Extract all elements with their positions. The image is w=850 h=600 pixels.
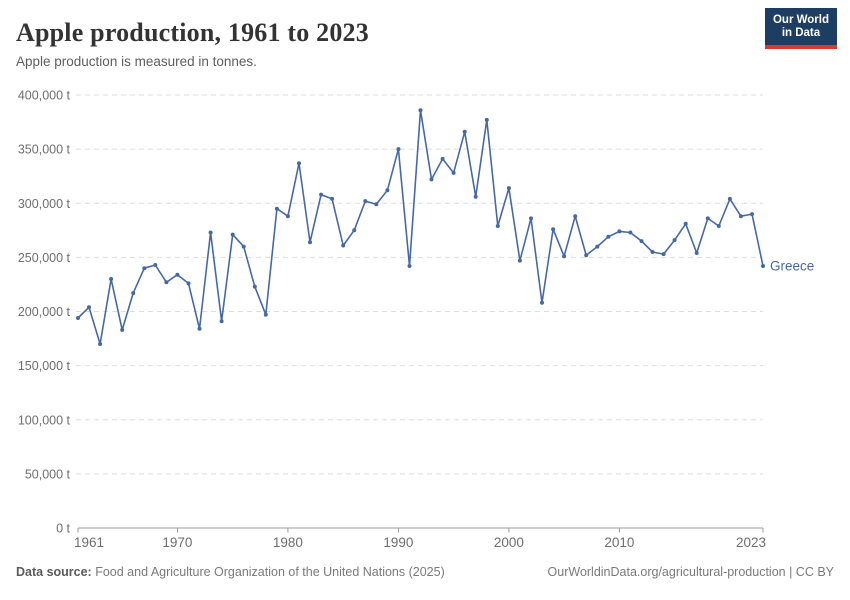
y-axis-tick-label: 350,000 t [18,143,71,157]
data-point[interactable] [164,280,169,285]
data-point[interactable] [98,342,103,346]
data-point[interactable] [484,117,489,122]
data-point[interactable] [440,156,445,161]
data-point[interactable] [219,319,224,324]
data-point[interactable] [606,234,611,239]
data-point[interactable] [418,108,423,113]
chart-subtitle: Apple production is measured in tonnes. [16,54,257,69]
data-point[interactable] [131,291,136,296]
chart-title: Apple production, 1961 to 2023 [16,18,369,47]
series-line-greece[interactable] [77,109,764,345]
data-point[interactable] [186,281,191,286]
data-point[interactable] [451,170,456,175]
data-point[interactable] [473,194,478,199]
data-point[interactable] [241,244,246,249]
footer-source: Data source: Food and Agriculture Organi… [16,565,445,579]
data-point[interactable] [407,264,412,268]
data-point[interactable] [330,196,335,201]
data-point[interactable] [363,199,368,204]
x-axis-tick-label: 1980 [273,535,303,550]
data-point[interactable] [341,243,346,248]
data-point[interactable] [274,206,279,211]
data-point[interactable] [595,244,600,249]
data-point[interactable] [562,254,567,259]
footer-source-label: Data source: [16,565,92,579]
data-point[interactable] [120,327,125,332]
x-axis-tick-label: 1970 [162,535,192,550]
data-point[interactable] [252,284,257,289]
data-point[interactable] [617,229,622,234]
y-axis-tick-label: 50,000 t [25,467,71,481]
data-point[interactable] [208,230,213,235]
data-point[interactable] [462,129,467,134]
y-axis-tick-label: 400,000 t [18,89,71,103]
data-point[interactable] [672,238,677,243]
data-point[interactable] [109,277,114,281]
data-point[interactable] [285,214,290,219]
owid-logo-line1: Our World [772,14,829,26]
data-point[interactable] [650,250,655,254]
y-axis-tick-label: 250,000 t [18,251,71,265]
data-point[interactable] [639,239,644,244]
x-axis-tick-label: 1990 [383,535,413,550]
data-point[interactable] [429,177,434,182]
data-point[interactable] [506,186,511,191]
data-point[interactable] [263,312,268,317]
plot-area: 0 t 50,000 t 100,000 t 150,000 t 200,000 t 25… [0,80,850,551]
y-axis-tick-label: 150,000 t [18,359,71,373]
y-axis-tick-label: 0 t [56,522,70,536]
x-axis-tick-label: 2000 [494,535,524,550]
data-point[interactable] [517,258,522,263]
data-point[interactable] [308,240,312,245]
chart-canvas: 0 t 50,000 t 100,000 t 150,000 t 200,000 t 25… [18,89,814,551]
chart-footer: Data source: Food and Agriculture Organi… [0,565,850,579]
data-point[interactable] [683,221,688,226]
data-point[interactable] [661,252,666,257]
data-point[interactable] [230,232,235,237]
series-label-greece[interactable]: Greece [770,259,814,274]
data-point[interactable] [197,326,202,331]
data-point[interactable] [319,192,324,197]
data-point[interactable] [153,263,158,267]
footer-source-text: Food and Agriculture Organization of the… [95,565,445,579]
x-axis-tick-label: 2010 [604,535,634,550]
data-point[interactable] [584,253,589,258]
data-point[interactable] [175,272,180,277]
data-point[interactable] [87,305,91,310]
y-axis-tick-label: 200,000 t [18,305,71,319]
data-point[interactable] [495,224,500,228]
data-point[interactable] [573,214,578,219]
footer-attribution[interactable]: OurWorldinData.org/agricultural-producti… [547,565,834,579]
y-axis-tick-label: 100,000 t [18,413,71,427]
owid-logo: Our World in Data [764,8,837,49]
data-point[interactable] [694,251,699,255]
x-axis-tick-label: 1961 [74,535,104,550]
x-axis-tick-label: 2023 [736,535,766,550]
data-point[interactable] [76,316,80,320]
data-point[interactable] [551,227,556,232]
owid-logo-line2: in Data [781,27,821,39]
data-point[interactable] [727,196,732,201]
data-point[interactable] [716,224,721,228]
data-point[interactable] [374,202,379,207]
data-point[interactable] [396,147,401,152]
data-point[interactable] [761,264,765,268]
data-point[interactable] [738,214,743,219]
data-point[interactable] [540,300,544,305]
data-point[interactable] [705,216,710,221]
data-point[interactable] [750,212,754,217]
data-point[interactable] [142,266,147,271]
data-point[interactable] [352,228,357,233]
y-axis-tick-label: 300,000 t [18,197,71,211]
data-point[interactable] [297,161,301,166]
data-point[interactable] [529,216,533,221]
data-point[interactable] [385,188,390,193]
data-point[interactable] [628,230,633,235]
